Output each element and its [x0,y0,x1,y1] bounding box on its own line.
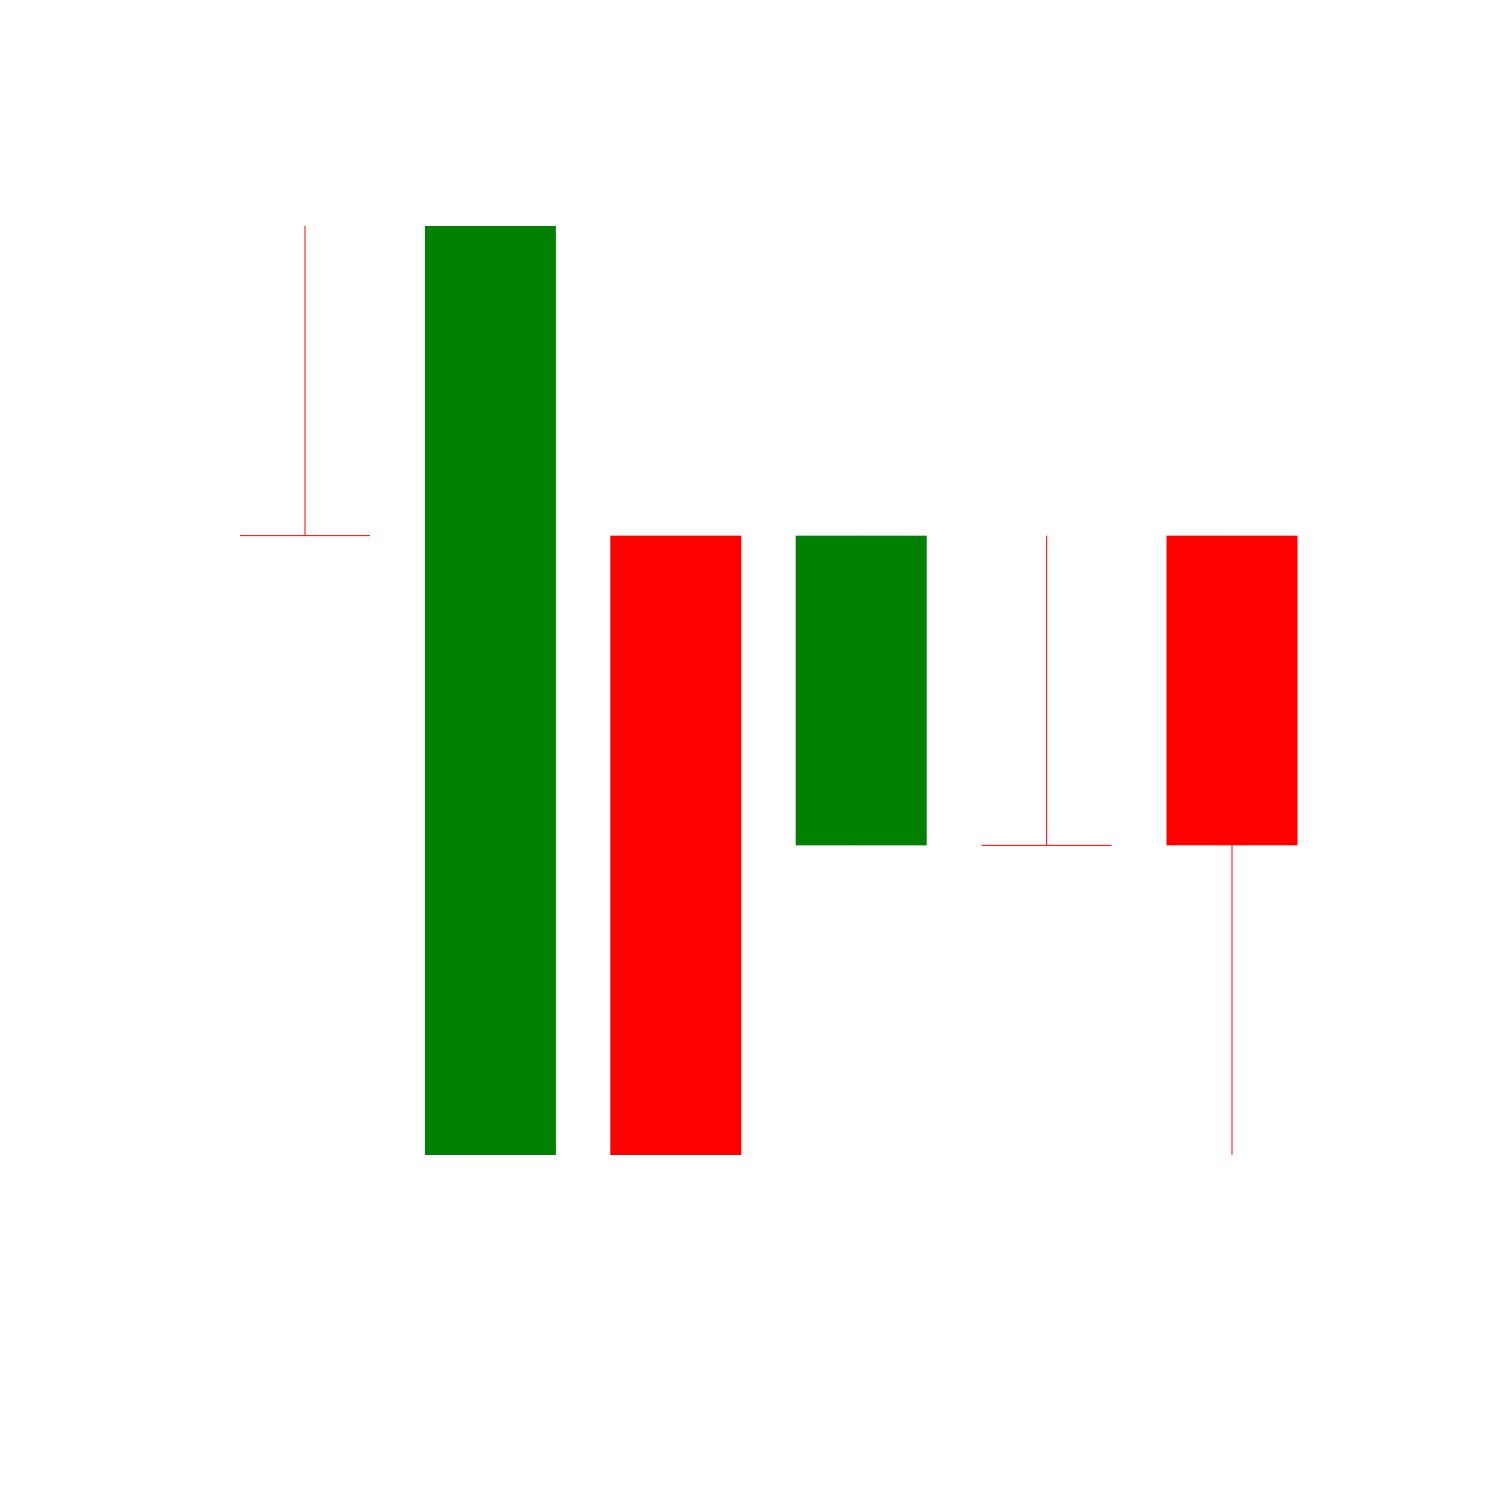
candle-6-body [1166,535,1298,846]
candles-layer [240,226,1298,1155]
candle-3-body [610,535,742,1155]
candle-3 [610,535,742,1155]
candle-2 [424,226,556,1155]
candle-4-body [795,535,927,846]
candle-4 [795,535,927,846]
candle-1 [240,226,370,537]
candle-2-body [424,226,556,1155]
candle-6 [1166,535,1298,1155]
candle-5 [981,535,1112,846]
